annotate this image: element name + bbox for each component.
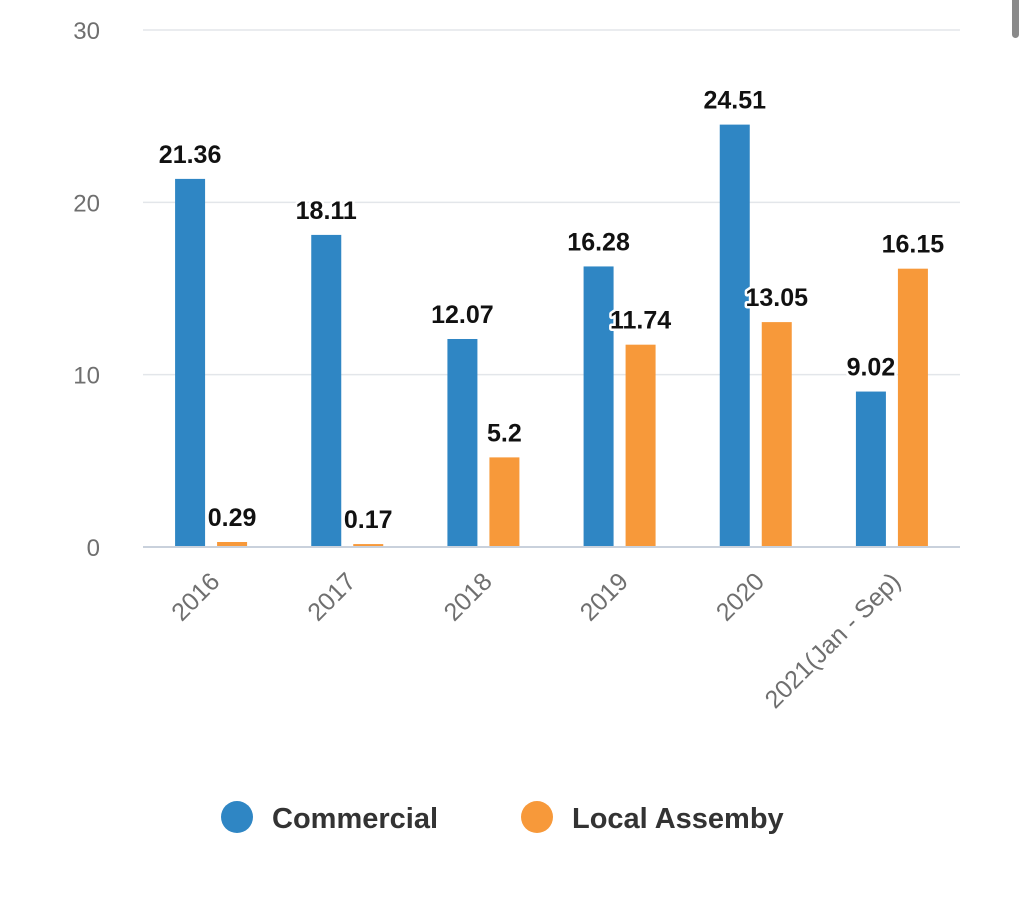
x-tick-label: 2021(Jan - Sep)	[760, 567, 907, 714]
bar-local-assemby-2021[interactable]	[897, 268, 928, 547]
y-tick-label: 30	[73, 18, 100, 45]
bar-commercial-2016[interactable]	[175, 178, 206, 547]
data-label: 0.29	[208, 504, 257, 532]
legend-item-commercial[interactable]: Commercial	[221, 801, 438, 835]
bar-commercial-2021[interactable]	[855, 391, 886, 547]
x-tick-label: 2017	[302, 567, 361, 626]
legend-swatch	[521, 801, 553, 833]
bar-local-assemby-2019[interactable]	[625, 344, 656, 547]
y-tick-label: 10	[73, 363, 100, 390]
bar-local-assemby-2017[interactable]	[353, 544, 384, 547]
bar-commercial-2018[interactable]	[447, 338, 478, 547]
bar-commercial-2019[interactable]	[583, 266, 614, 547]
bar-commercial-2020[interactable]	[719, 124, 750, 548]
x-tick-label: 2016	[166, 567, 225, 626]
bar-local-assemby-2018[interactable]	[489, 457, 520, 547]
y-tick-label: 0	[87, 535, 100, 562]
data-label: 24.51	[703, 87, 766, 115]
data-labels: 21.36 18.11 12.07 16.28 24.51 9.02 0.29 0.17 5.2…	[156, 84, 946, 536]
data-label: 0.17	[344, 506, 393, 534]
y-axis-ticks: 0 10 20 30	[73, 18, 100, 562]
x-tick-label: 2020	[711, 567, 770, 626]
data-label: 16.28	[567, 228, 630, 256]
legend-swatch	[221, 801, 253, 833]
data-label: 9.02	[847, 354, 896, 382]
y-tick-label: 20	[73, 190, 100, 217]
bar-commercial-2017[interactable]	[311, 234, 342, 547]
bar-local-assemby-2020[interactable]	[761, 322, 792, 547]
legend-label: Commercial	[272, 803, 438, 835]
grid-layer	[143, 29, 960, 376]
legend-label: Local Assemby	[572, 803, 784, 835]
bars	[143, 124, 960, 548]
data-label: 12.07	[431, 301, 494, 329]
x-tick-label: 2018	[439, 567, 498, 626]
data-label: 16.15	[882, 231, 945, 259]
data-label: 21.36	[159, 141, 222, 169]
data-label: 11.74	[610, 307, 671, 335]
x-tick-label: 2019	[575, 567, 634, 626]
legend[interactable]: Commercial Local Assemby	[221, 801, 784, 835]
data-label: 18.11	[296, 197, 357, 225]
bar-local-assemby-2016[interactable]	[217, 542, 248, 547]
scrollbar-indicator[interactable]	[1012, 0, 1019, 38]
legend-item-local-assemby[interactable]: Local Assemby	[521, 801, 784, 835]
data-label: 13.05	[745, 284, 808, 312]
data-label: 5.2	[487, 419, 522, 447]
